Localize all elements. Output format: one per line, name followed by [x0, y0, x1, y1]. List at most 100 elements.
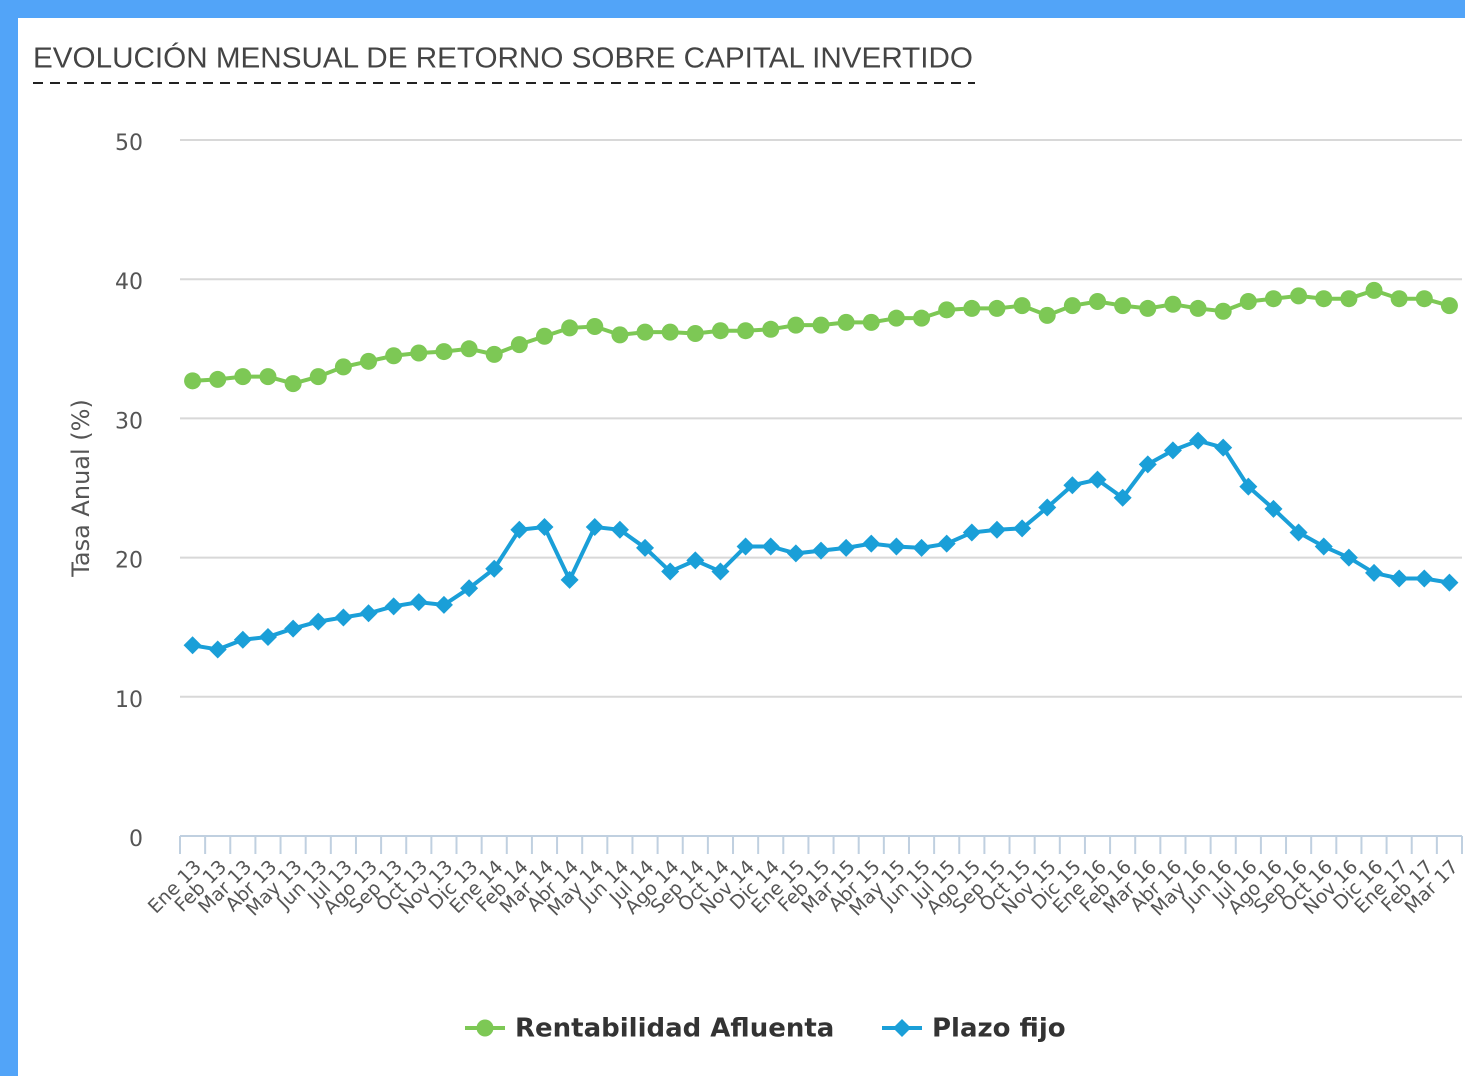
data-point [1189, 299, 1207, 317]
data-point [686, 551, 705, 570]
data-point [812, 316, 830, 334]
data-point [988, 299, 1006, 317]
data-point [812, 541, 830, 560]
data-point [1415, 290, 1433, 308]
data-point [1314, 537, 1333, 556]
legend-marker [476, 1019, 494, 1037]
data-point [360, 352, 378, 370]
data-point [561, 319, 579, 337]
data-point [384, 597, 403, 616]
data-point [234, 368, 252, 386]
data-point [460, 340, 478, 358]
data-point [837, 538, 856, 557]
data-point [359, 604, 378, 623]
data-point [284, 375, 302, 393]
data-point [334, 358, 352, 376]
y-tick-label: 0 [129, 827, 143, 852]
data-point [1139, 299, 1157, 317]
data-point [1440, 297, 1458, 315]
data-point [1365, 563, 1384, 582]
data-point [409, 593, 428, 612]
y-tick-label: 50 [115, 131, 143, 156]
data-point [334, 608, 353, 627]
data-point [535, 517, 554, 536]
data-point [1163, 441, 1182, 460]
data-point [1063, 476, 1082, 495]
data-point [887, 309, 905, 327]
data-point [711, 562, 730, 581]
data-point [611, 326, 629, 344]
data-point [937, 534, 956, 553]
data-point [1264, 499, 1283, 518]
data-point [837, 313, 855, 331]
data-point [1038, 498, 1057, 517]
data-point [787, 316, 805, 334]
data-point [586, 318, 604, 336]
data-point [913, 309, 931, 327]
legend-label: Plazo fijo [932, 1014, 1066, 1044]
data-point [737, 322, 755, 340]
data-point [1138, 455, 1157, 474]
data-point [1239, 292, 1257, 310]
data-point [1088, 470, 1107, 489]
data-point [259, 368, 277, 386]
y-axis-label: Tasa Anual (%) [67, 399, 95, 578]
chart-title: EVOLUCIÓN MENSUAL DE RETORNO SOBRE CAPIT… [33, 42, 973, 75]
data-point [1013, 297, 1031, 315]
data-point [560, 570, 579, 589]
data-point [585, 517, 604, 536]
legend-label: Rentabilidad Afluenta [515, 1014, 834, 1044]
data-point [1290, 287, 1308, 305]
data-point [1164, 295, 1182, 313]
data-point [1114, 297, 1132, 315]
data-point [510, 520, 529, 539]
data-point [1214, 438, 1233, 457]
data-point [887, 537, 906, 556]
y-tick-label: 10 [115, 688, 143, 713]
data-point [1264, 290, 1282, 308]
data-point [410, 344, 428, 362]
data-point [963, 299, 981, 317]
data-point [385, 347, 403, 365]
y-tick-label: 40 [115, 270, 143, 295]
data-point [485, 559, 504, 578]
data-point [233, 630, 252, 649]
data-point [435, 343, 453, 361]
data-point [1339, 548, 1358, 567]
data-point [1340, 290, 1358, 308]
data-point [1289, 523, 1308, 542]
data-point [1063, 297, 1081, 315]
data-point [460, 579, 479, 598]
data-point [1038, 306, 1056, 324]
data-point [309, 368, 327, 386]
data-point [636, 323, 654, 341]
data-point [736, 537, 755, 556]
data-point [1239, 477, 1258, 496]
data-point [208, 640, 227, 659]
data-point [209, 370, 227, 388]
data-point [1214, 302, 1232, 320]
data-point [661, 323, 679, 341]
data-point [1440, 573, 1459, 592]
data-point [636, 538, 655, 557]
data-point [862, 313, 880, 331]
data-point [485, 345, 503, 363]
data-point [1013, 519, 1032, 538]
data-point [510, 336, 528, 354]
data-point [762, 320, 780, 338]
data-point [1113, 488, 1132, 507]
data-point [686, 324, 704, 342]
data-point [1315, 290, 1333, 308]
data-point [1365, 281, 1383, 299]
data-point [987, 520, 1006, 539]
data-point [184, 372, 202, 390]
y-tick-label: 20 [115, 549, 143, 574]
data-point [1189, 431, 1208, 450]
data-point [1415, 569, 1434, 588]
data-point [862, 534, 881, 553]
data-point [309, 612, 328, 631]
data-point [610, 520, 629, 539]
legend-marker [893, 1019, 911, 1037]
data-point [711, 322, 729, 340]
